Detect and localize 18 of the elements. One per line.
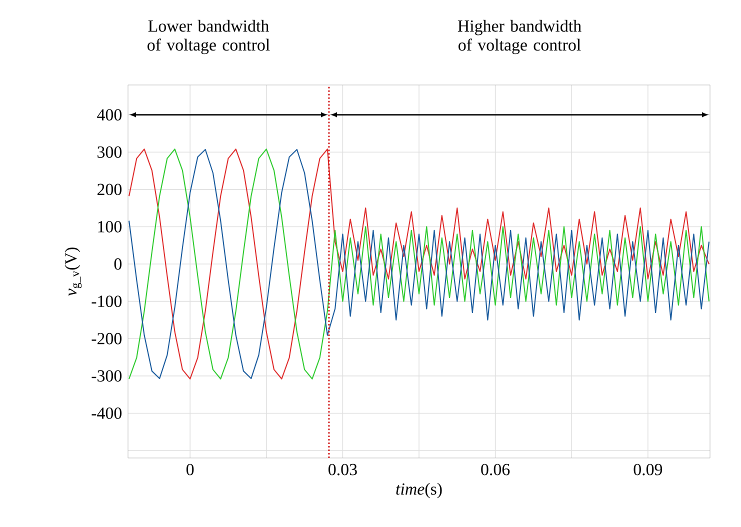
text: Higher bandwidth of voltage control bbox=[458, 20, 582, 54]
y-tick-label: 300 bbox=[98, 146, 122, 158]
x-tick-label: 0.03 bbox=[328, 464, 357, 476]
y-tick-label: 400 bbox=[97, 109, 122, 121]
y-tick-label: -300 bbox=[92, 370, 122, 382]
y-tick-label: -100 bbox=[92, 296, 122, 308]
text: Lower bandwidth of voltage control bbox=[148, 20, 270, 54]
y-tick-label: 200 bbox=[98, 184, 122, 196]
y-tick-label: -400 bbox=[92, 408, 122, 419]
y-tick-label: 100 bbox=[98, 221, 122, 232]
line-series bbox=[128, 148, 710, 380]
x-axis-title: time(s) bbox=[396, 482, 442, 498]
y-axis-title: v$_{g_v}$(V) bbox=[64, 248, 82, 296]
x-tick-label: 0.09 bbox=[634, 464, 662, 476]
x-tick-label: 0 bbox=[186, 464, 194, 476]
y-tick-label: 0 bbox=[114, 258, 122, 270]
y-tick-label: -200 bbox=[92, 332, 122, 344]
x-tick-label: 0.06 bbox=[481, 464, 510, 476]
